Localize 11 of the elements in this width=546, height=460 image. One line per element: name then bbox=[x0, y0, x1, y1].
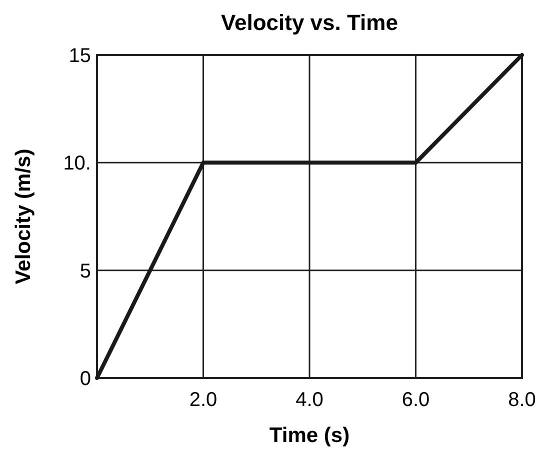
y-tick-label: 0 bbox=[80, 368, 91, 390]
x-axis-title: Time (s) bbox=[269, 424, 350, 447]
x-tick-label: 4.0 bbox=[296, 389, 324, 411]
y-tick-label: 10. bbox=[63, 152, 91, 175]
y-tick-label: 5 bbox=[80, 260, 91, 282]
x-tick-label: 6.0 bbox=[402, 389, 430, 411]
chart-title: Velocity vs. Time bbox=[221, 10, 398, 35]
y-axis-title: Velocity (m/s) bbox=[12, 148, 35, 284]
x-tick-label: 2.0 bbox=[189, 389, 218, 411]
x-tick-label: 8.0 bbox=[508, 389, 536, 411]
y-tick-label: 15 bbox=[68, 45, 91, 67]
